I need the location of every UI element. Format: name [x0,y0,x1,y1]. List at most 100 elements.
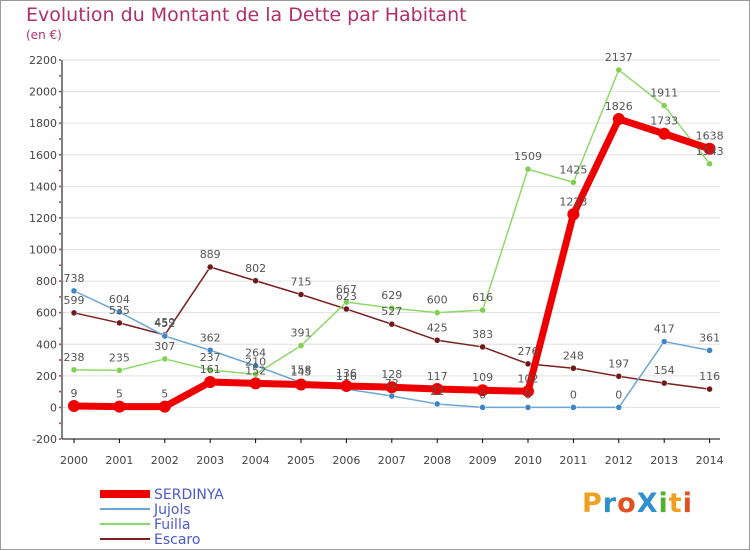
legend-label: Jujols [153,502,191,518]
data-point [615,66,623,74]
data-label: 117 [427,370,448,383]
logo-letter: r [602,488,618,519]
y-minor-tick [59,185,61,188]
y-minor-tick [59,137,61,140]
data-point [615,404,623,411]
data-label: 109 [472,371,493,384]
data-label: 715 [291,276,312,289]
data-point [522,385,534,398]
data-label: 0 [570,388,577,401]
y-tick-label: 1200 [29,212,57,225]
x-tick-label: 2014 [696,454,724,467]
data-point [161,355,169,363]
x-tick-label: 2013 [650,454,678,467]
data-label: 1425 [559,163,587,176]
x-tick-label: 2005 [287,454,315,467]
data-point [206,347,214,354]
data-point [70,287,78,295]
data-label: 623 [336,290,357,303]
y-minor-tick [59,327,61,330]
y-minor-tick [59,153,61,156]
data-label: 459 [154,316,175,329]
data-label: 22 [430,385,444,398]
legend-label: Escaro [154,532,200,548]
data-label: 72 [385,377,399,390]
data-point [252,371,259,378]
data-point [703,142,716,155]
data-label: 128 [381,368,402,381]
data-point [570,365,577,372]
y-minor-tick [59,311,61,314]
data-point [385,381,398,394]
y-minor-tick [59,359,61,362]
data-point [249,377,262,390]
data-point [388,392,396,400]
y-minor-tick [59,295,61,298]
data-label: 158 [291,363,312,376]
x-tick-label: 2000 [60,454,88,467]
data-label: 361 [699,331,720,344]
data-label: 161 [200,363,221,376]
data-label: 1911 [650,87,678,100]
data-label: 383 [472,328,493,341]
data-point [433,400,441,408]
data-label: 527 [381,305,402,318]
data-point [343,305,350,313]
data-point [476,384,489,397]
data-point [204,375,217,388]
data-point [158,400,171,413]
data-label: 9 [71,387,78,400]
y-tick-label: 1400 [29,180,57,193]
data-label: 667 [336,283,357,296]
y-minor-tick [59,390,61,393]
y-minor-tick [59,280,61,283]
logo-letter: t [668,488,683,519]
data-point [161,332,169,340]
data-label: 235 [109,351,130,364]
data-label: 238 [64,351,85,364]
data-point [524,360,532,368]
data-point [70,366,78,374]
data-label: 604 [109,293,130,306]
data-point [116,308,123,316]
data-label: 197 [608,357,629,370]
data-point [343,298,350,306]
data-label: 248 [563,349,584,362]
data-point [479,306,486,314]
data-label: 264 [245,347,266,360]
data-label: 210 [245,355,266,368]
y-axis: -200 0 200 400 600 800 1000 1200 1400 1600 1800 200… [29,54,63,446]
data-point [297,291,305,298]
x-tick-label: 2002 [151,454,179,467]
y-tick-label: 200 [36,370,57,383]
x-tick-label: 2001 [105,454,133,467]
data-label: 1638 [696,130,724,143]
data-label: 1543 [696,145,724,158]
x-tick-label: 2004 [242,454,270,467]
data-point [658,127,671,140]
data-label: 145 [291,366,312,379]
data-point [295,378,307,391]
data-point [479,404,486,411]
y-minor-tick [59,374,61,377]
y-tick-label: 1800 [29,117,57,130]
data-label: 116 [336,370,357,383]
data-label: 1223 [559,195,587,208]
x-tick-label: 2007 [378,454,406,467]
x-tick-label: 2010 [514,454,542,467]
legend-label: SERDINYA [154,487,224,503]
data-point [479,343,486,351]
data-point [524,404,532,411]
data-point [524,165,532,173]
data-label: 102 [518,372,539,385]
y-tick-label: 1000 [29,244,57,257]
x-axis: 2000 2001 2002 2003 2004 2005 2006 2007 2008 2009… [60,438,724,467]
y-minor-tick [59,422,61,425]
y-minor-tick [59,343,61,346]
y-minor-tick [59,169,61,172]
data-label: 889 [200,248,221,261]
data-point [660,338,668,345]
data-label: 154 [654,364,675,377]
x-tick-label: 2009 [469,454,497,467]
